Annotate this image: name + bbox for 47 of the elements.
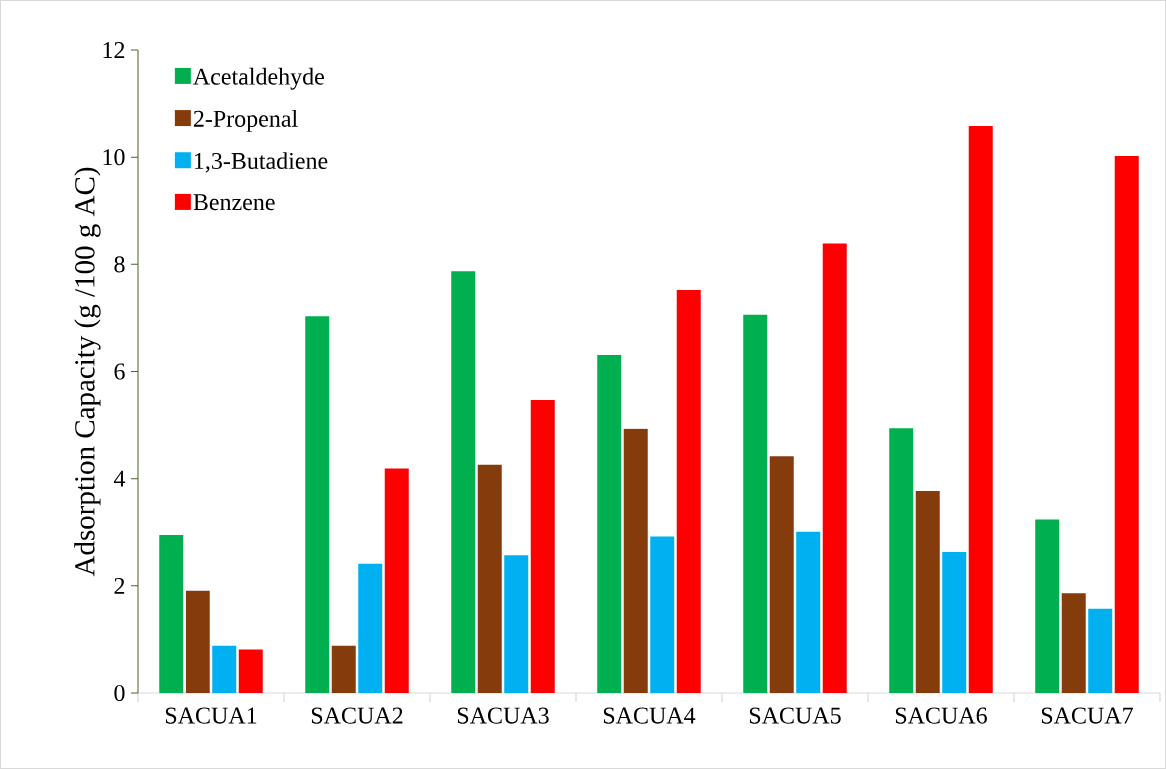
y-tick-label: 6 bbox=[114, 363, 125, 380]
y-tick-label: 2 bbox=[114, 577, 125, 594]
legend-label: Benzene bbox=[193, 194, 275, 211]
bar bbox=[212, 645, 237, 693]
legend-label: Acetaldehyde bbox=[193, 67, 324, 90]
x-tick-label: SACUA3 bbox=[457, 707, 549, 724]
y-axis-title: Adsorption Capacity (g /100 g AC) bbox=[74, 167, 101, 577]
bar bbox=[796, 531, 821, 693]
bar bbox=[942, 552, 967, 693]
bar bbox=[915, 490, 940, 693]
y-tick-label: 8 bbox=[114, 256, 125, 273]
bar bbox=[1035, 519, 1060, 693]
legend-label: 2-Propenal bbox=[193, 109, 298, 132]
bar bbox=[1088, 608, 1113, 693]
x-tick-label: SACUA5 bbox=[749, 707, 841, 724]
bar bbox=[504, 555, 529, 693]
bar bbox=[889, 428, 914, 693]
bar bbox=[676, 290, 701, 693]
bar bbox=[597, 354, 622, 693]
bar bbox=[822, 243, 847, 693]
y-tick-label: 10 bbox=[103, 149, 125, 166]
bar bbox=[530, 399, 555, 693]
bar bbox=[477, 464, 502, 693]
x-tick-label: SACUA7 bbox=[1041, 707, 1133, 724]
x-tick-label: SACUA2 bbox=[311, 707, 403, 724]
bar bbox=[305, 316, 330, 693]
x-tick-label: SACUA4 bbox=[603, 707, 696, 724]
legend-label: 1,3-Butadiene bbox=[194, 152, 328, 173]
bar bbox=[1114, 156, 1139, 693]
bar bbox=[650, 536, 675, 693]
bar bbox=[384, 468, 409, 693]
y-tick-label: 4 bbox=[113, 470, 126, 487]
bar bbox=[238, 649, 263, 693]
y-tick-label: 0 bbox=[114, 684, 125, 702]
bar bbox=[968, 126, 993, 693]
y-tick-label: 12 bbox=[103, 42, 125, 58]
x-tick-label: SACUA6 bbox=[895, 707, 987, 724]
bar bbox=[358, 563, 383, 693]
bar bbox=[743, 314, 768, 693]
bar bbox=[451, 271, 476, 693]
bar bbox=[331, 645, 356, 693]
bar bbox=[159, 534, 184, 693]
bar bbox=[769, 456, 794, 693]
bar bbox=[1061, 593, 1086, 693]
bar bbox=[623, 428, 648, 693]
x-tick-label: SACUA1 bbox=[165, 707, 257, 724]
bar bbox=[185, 590, 210, 693]
